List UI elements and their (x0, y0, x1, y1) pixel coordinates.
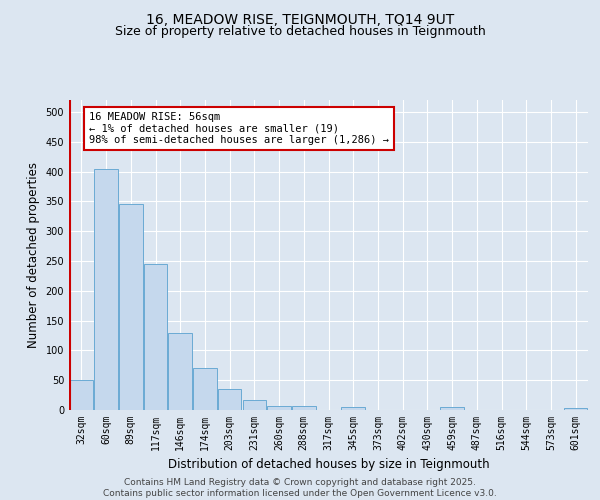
Bar (218, 389, 241, 410)
Bar (440, 407, 464, 410)
Y-axis label: Number of detached properties: Number of detached properties (27, 162, 40, 348)
Bar (144, 264, 167, 410)
Bar (70, 380, 93, 410)
X-axis label: Distribution of detached houses by size in Teignmouth: Distribution of detached houses by size … (167, 458, 490, 471)
Bar (94, 168, 118, 410)
Bar (341, 407, 365, 410)
Bar (292, 406, 316, 410)
Text: 16 MEADOW RISE: 56sqm
← 1% of detached houses are smaller (19)
98% of semi-detac: 16 MEADOW RISE: 56sqm ← 1% of detached h… (89, 112, 389, 145)
Bar (564, 408, 587, 410)
Bar (169, 332, 192, 410)
Text: Size of property relative to detached houses in Teignmouth: Size of property relative to detached ho… (115, 25, 485, 38)
Text: Contains HM Land Registry data © Crown copyright and database right 2025.
Contai: Contains HM Land Registry data © Crown c… (103, 478, 497, 498)
Text: 16, MEADOW RISE, TEIGNMOUTH, TQ14 9UT: 16, MEADOW RISE, TEIGNMOUTH, TQ14 9UT (146, 12, 454, 26)
Bar (193, 368, 217, 410)
Bar (242, 400, 266, 410)
Bar (268, 406, 291, 410)
Bar (119, 204, 143, 410)
